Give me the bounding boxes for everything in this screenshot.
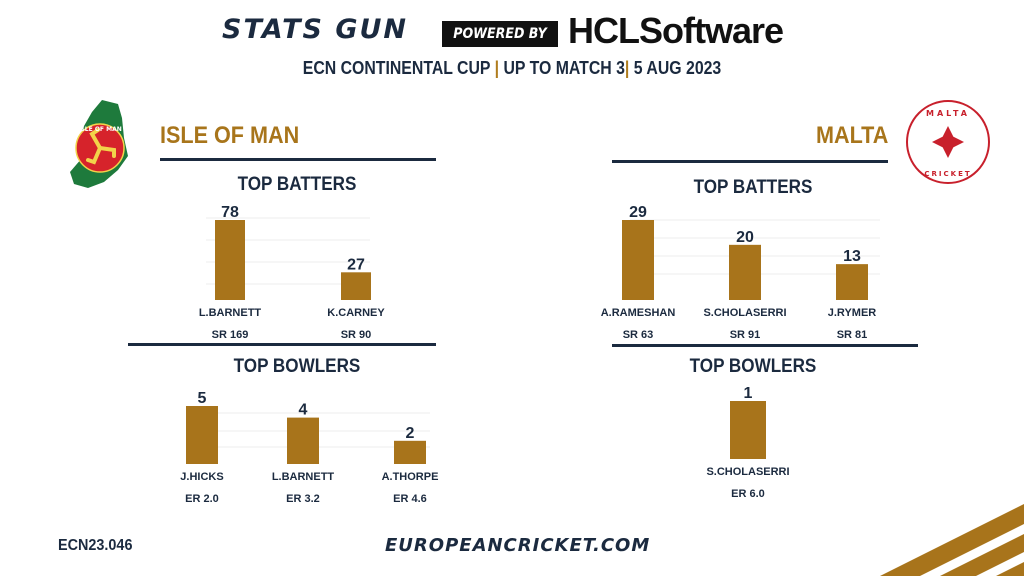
svg-text:CRICKET: CRICKET	[924, 170, 971, 178]
section-title: TOP BOWLERS	[689, 356, 817, 377]
powered-by-badge: POWERED BY	[442, 21, 558, 47]
stat-label: SR 90	[341, 329, 372, 341]
stat-label: SR 91	[730, 329, 761, 341]
bar	[622, 220, 654, 300]
stat-label: ER 4.6	[393, 493, 427, 505]
category-label: J.HICKS	[180, 471, 223, 483]
stat-label: ER 6.0	[731, 488, 765, 500]
data-label: 4	[299, 402, 308, 419]
team-name-left: ISLE OF MAN	[160, 122, 300, 149]
divider	[160, 158, 436, 161]
subtitle: ECN CONTINENTAL CUP | UP TO MATCH 3| 5 A…	[61, 58, 962, 79]
stat-label: ER 3.2	[286, 493, 320, 505]
category-label: L.BARNETT	[272, 471, 335, 483]
footer-code: ECN23.046	[58, 537, 133, 554]
bar-chart-malta-bowlers: 1 S.CHOLASERRI ER 6.0	[706, 385, 789, 500]
bar	[836, 264, 868, 300]
date: 5 AUG 2023	[633, 58, 722, 78]
bar	[287, 417, 319, 464]
category-label: A.THORPE	[382, 471, 439, 483]
data-label: 2	[406, 425, 415, 442]
bar	[186, 406, 218, 464]
bar-chart-malta-batters: 29 A.RAMESHAN SR 63 20 S.CHOLASERRI SR 91 13 J.…	[601, 204, 880, 341]
category-label: L.BARNETT	[199, 307, 262, 319]
stat-label: ER 2.0	[185, 493, 219, 505]
data-label: 78	[221, 204, 239, 221]
data-label: 20	[736, 229, 754, 246]
stat-label: SR 169	[212, 329, 249, 341]
stats-gun-logo: STATS GUN	[222, 14, 409, 45]
separator: |	[624, 58, 630, 78]
section-title: TOP BOWLERS	[233, 356, 361, 377]
stat-label: SR 63	[623, 329, 654, 341]
data-label: 5	[198, 390, 207, 407]
stat-label: SR 81	[837, 329, 868, 341]
data-label: 1	[744, 385, 753, 402]
hcl-software-logo: HCLSoftware	[568, 10, 784, 51]
bar	[394, 440, 426, 464]
section-title: TOP BATTERS	[693, 177, 813, 198]
header: STATS GUN POWERED BY HCLSoftware ECN CON…	[0, 0, 1024, 90]
section-title: TOP BATTERS	[237, 174, 357, 195]
svg-text:ISLE OF MAN: ISLE OF MAN	[78, 126, 122, 133]
category-label: S.CHOLASERRI	[706, 466, 789, 478]
data-label: 13	[843, 248, 861, 265]
divider	[612, 160, 888, 163]
bar	[730, 401, 766, 459]
match-range: UP TO MATCH 3	[503, 58, 625, 78]
svg-text:MALTA: MALTA	[926, 109, 970, 118]
team-name-right: MALTA	[816, 122, 889, 149]
divider	[612, 344, 918, 347]
bar-chart-iom-bowlers: 5 J.HICKS ER 2.0 4 L.BARNETT ER 3.2 2 A.THORPE E…	[180, 390, 439, 505]
separator: |	[494, 58, 500, 78]
category-label: J.RYMER	[828, 307, 877, 319]
divider	[128, 343, 436, 346]
data-label: 27	[347, 256, 365, 273]
category-label: A.RAMESHAN	[601, 307, 676, 319]
bar	[729, 244, 761, 300]
decorative-stripes	[880, 504, 1024, 576]
category-label: S.CHOLASERRI	[703, 307, 786, 319]
malta-logo: MALTA CRICKET	[906, 100, 990, 184]
isle-of-man-logo: ISLE OF MAN	[70, 100, 128, 188]
data-label: 29	[629, 204, 647, 221]
bar	[215, 220, 245, 300]
category-label: K.CARNEY	[327, 307, 385, 319]
bar-chart-iom-batters: 78 L.BARNETT SR 169 27 K.CARNEY SR 90	[199, 204, 386, 341]
competition-name: ECN CONTINENTAL CUP	[302, 58, 491, 78]
bar	[341, 272, 371, 300]
footer-website: EUROPEANCRICKET.COM	[385, 535, 651, 556]
